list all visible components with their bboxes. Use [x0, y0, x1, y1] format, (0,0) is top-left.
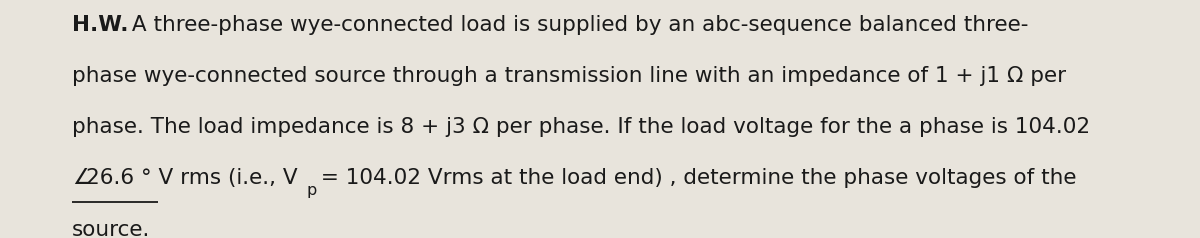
- Text: H.W.: H.W.: [72, 15, 128, 35]
- Text: phase wye-connected source through a transmission line with an impedance of 1 + : phase wye-connected source through a tra…: [72, 66, 1066, 86]
- Text: phase. The load impedance is 8 + j3 Ω per phase. If the load voltage for the a p: phase. The load impedance is 8 + j3 Ω pe…: [72, 117, 1090, 137]
- Text: source.: source.: [72, 220, 150, 238]
- Text: A three-phase wye-connected load is supplied by an abc-sequence balanced three-: A three-phase wye-connected load is supp…: [125, 15, 1028, 35]
- Text: p: p: [306, 183, 317, 198]
- Text: 26.6 ° V rms (i.e., V: 26.6 ° V rms (i.e., V: [86, 169, 298, 188]
- Text: = 104.02 Vrms at the load end) , determine the phase voltages of the: = 104.02 Vrms at the load end) , determi…: [314, 169, 1076, 188]
- Text: ∠: ∠: [72, 169, 91, 188]
